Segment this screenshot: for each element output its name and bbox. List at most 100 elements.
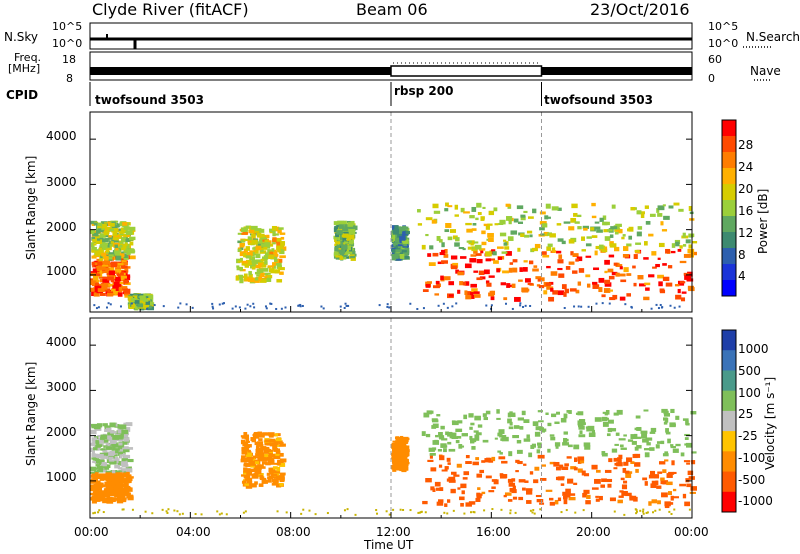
velocity-cbar-tick-m25: -25 xyxy=(738,429,758,443)
velocity-cell-4-36 xyxy=(654,474,660,479)
power-cell-0-197 xyxy=(120,271,124,277)
velocity-cell-0-197 xyxy=(92,440,96,444)
power-cell-0-45 xyxy=(98,276,104,279)
velocity-cell-3-204 xyxy=(402,452,410,457)
velocity-cell-5-69 xyxy=(682,418,689,421)
velocity-cell-2-43 xyxy=(241,455,246,461)
velocity-cell-4-139 xyxy=(673,471,677,474)
power-cell-6-78 xyxy=(679,260,687,264)
velocity-cell-0-169 xyxy=(125,422,133,427)
velocity-cell-5-162 xyxy=(573,444,580,450)
velocity-ground-63 xyxy=(388,513,391,516)
velocity-cell-2-114 xyxy=(241,480,247,484)
power-cell-6-5 xyxy=(466,291,472,296)
velocity-cell-3-211 xyxy=(401,455,408,460)
power-cell-3-176 xyxy=(257,277,261,281)
power-cell-0-133 xyxy=(102,269,109,274)
power-cell-6-58 xyxy=(662,263,667,266)
velocity-cell-2-22 xyxy=(245,438,250,444)
velocity-cell-3-206 xyxy=(391,456,398,459)
velocity-cell-4-110 xyxy=(664,503,670,509)
velocity-cell-0-193 xyxy=(91,437,98,442)
power-cell-7-111 xyxy=(671,243,676,248)
power-cell-7-171 xyxy=(532,208,537,214)
power-cell-6-199 xyxy=(440,275,444,281)
velocity-cell-0-114 xyxy=(114,456,119,461)
velocity-cell-0-79 xyxy=(109,422,115,428)
velocity-cell-4-146 xyxy=(616,462,623,467)
power-cell-6-170 xyxy=(521,290,529,293)
power-ground-33 xyxy=(153,304,156,307)
velocity-cell-1-177 xyxy=(95,486,103,490)
velocity-cell-5-183 xyxy=(435,434,439,438)
velocity-cell-0-105 xyxy=(117,462,122,466)
power-cell-0-218 xyxy=(120,275,127,279)
velocity-cell-4-33 xyxy=(522,487,526,491)
velocity-cell-4-53 xyxy=(485,475,492,479)
power-cell-7-118 xyxy=(634,249,640,253)
velocity-cell-4-66 xyxy=(503,494,507,498)
power-cell-3-14 xyxy=(277,228,282,234)
power-cell-7-132 xyxy=(474,241,479,244)
velocity-cell-2-36 xyxy=(267,477,272,483)
power-cell-7-167 xyxy=(577,214,582,218)
velocity-cell-1-154 xyxy=(122,472,130,476)
velocity-cell-2-183 xyxy=(246,457,253,463)
power-cell-3-106 xyxy=(239,251,244,257)
velocity-cell-4-149 xyxy=(476,492,481,497)
power-cell-6-138 xyxy=(511,283,516,288)
velocity-cell-0-154 xyxy=(126,468,133,473)
velocity-cell-5-12 xyxy=(670,446,676,449)
power-cell-1-205 xyxy=(115,255,122,261)
velocity-cell-1-149 xyxy=(114,479,119,485)
power-cell-7-202 xyxy=(447,205,453,208)
velocity-cell-4-109 xyxy=(537,454,545,459)
velocity-cell-4-25 xyxy=(660,479,664,485)
power-cell-6-174 xyxy=(633,282,637,287)
velocity-cell-4-131 xyxy=(583,489,590,494)
velocity-cell-0-21 xyxy=(90,466,97,471)
velocity-cell-1-182 xyxy=(118,494,126,499)
power-cell-4-188 xyxy=(343,249,348,253)
power-cell-6-193 xyxy=(604,282,612,287)
power-cell-1-178 xyxy=(111,228,119,233)
power-cell-1-195 xyxy=(112,232,118,237)
freq-tick-bottom: 8 xyxy=(66,72,73,85)
nave-tick-bottom: 0 xyxy=(708,72,715,85)
velocity-ground-31 xyxy=(375,509,378,512)
power-cell-6-32 xyxy=(443,276,451,281)
power-ground-28 xyxy=(344,302,347,305)
velocity-cell-4-147 xyxy=(481,491,486,495)
power-cell-3-167 xyxy=(251,233,256,238)
power-cell-3-177 xyxy=(279,249,283,253)
velocity-cell-5-180 xyxy=(640,430,648,434)
power-cell-7-71 xyxy=(573,212,578,217)
power-cell-7-109 xyxy=(636,210,642,215)
velocity-cell-5-56 xyxy=(523,419,530,423)
velocity-cbar-tick-m1000: -1000 xyxy=(738,494,773,508)
velocity-cell-2-213 xyxy=(254,461,260,465)
velocity-cell-4-189 xyxy=(601,478,607,483)
power-cell-1-54 xyxy=(99,256,104,261)
power-cell-1-34 xyxy=(108,243,113,247)
velocity-cell-5-135 xyxy=(667,438,671,444)
power-cell-3-159 xyxy=(258,263,263,268)
velocity-cell-5-156 xyxy=(636,445,642,449)
velocity-cell-3-205 xyxy=(399,446,403,450)
velocity-cell-2-11 xyxy=(250,437,256,442)
velocity-cell-2-190 xyxy=(255,465,262,471)
power-cell-3-75 xyxy=(243,273,248,278)
power-cell-5-174 xyxy=(396,251,403,257)
power-cell-6-81 xyxy=(687,271,693,277)
velocity-cell-0-113 xyxy=(92,453,99,459)
velocity-cell-3-214 xyxy=(401,438,409,442)
power-cell-3-188 xyxy=(267,265,274,268)
power-cell-7-192 xyxy=(505,203,511,207)
power-cell-4-71 xyxy=(334,243,339,247)
power-cell-7-106 xyxy=(436,235,441,241)
velocity-cell-5-211 xyxy=(425,433,431,438)
power-cell-3-137 xyxy=(280,241,285,246)
velocity-cell-2-83 xyxy=(262,432,267,435)
power-cell-5-211 xyxy=(393,242,400,245)
power-cell-0-75 xyxy=(104,280,110,284)
